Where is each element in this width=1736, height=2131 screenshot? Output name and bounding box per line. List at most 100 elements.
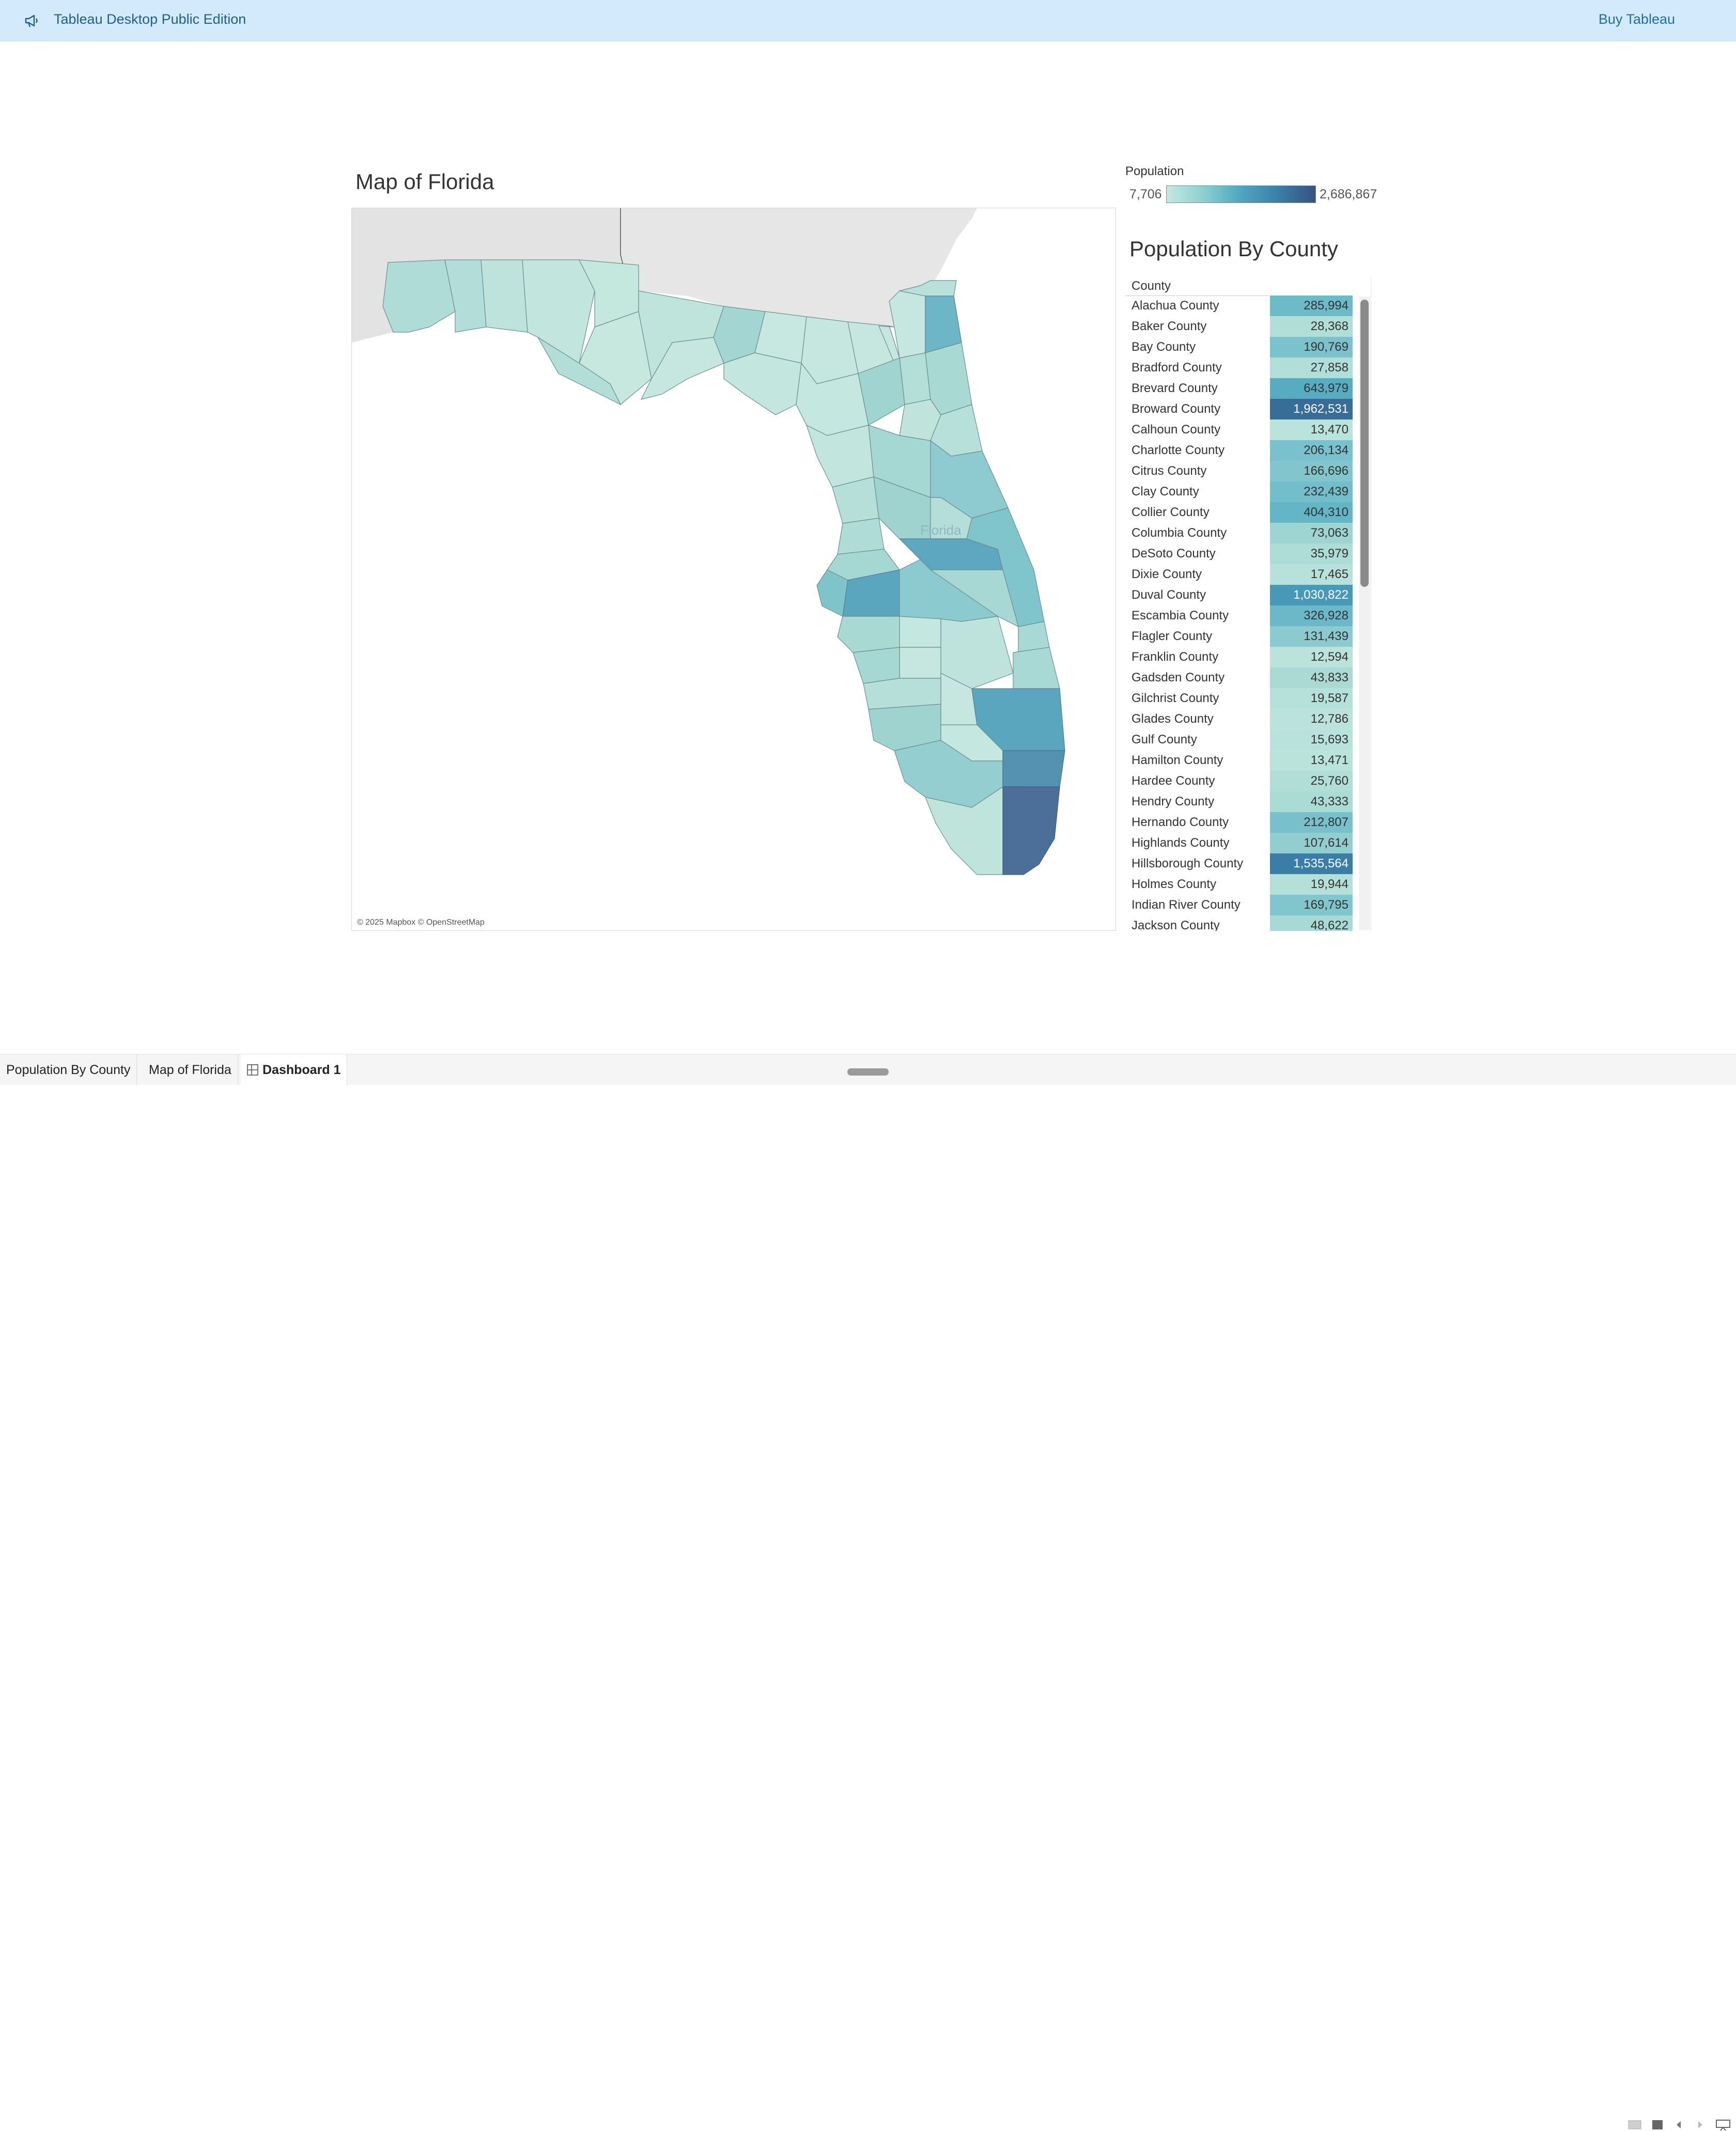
table-row[interactable]: Jackson County 48,622	[1125, 915, 1356, 931]
state-label: Florida	[920, 522, 962, 538]
population-value[interactable]: 35,979	[1270, 543, 1353, 564]
megaphone-icon[interactable]	[24, 12, 40, 29]
tab-map-of-florida[interactable]: Map of Florida	[143, 1054, 238, 1085]
population-value[interactable]: 285,994	[1270, 295, 1353, 316]
county-name: Gulf County	[1132, 733, 1197, 746]
county-name: Hardee County	[1132, 774, 1215, 788]
table-row[interactable]: Brevard County 643,979	[1125, 378, 1356, 399]
county-name: Alachua County	[1132, 299, 1219, 313]
table-row[interactable]: Franklin County 12,594	[1125, 647, 1356, 667]
population-value[interactable]: 232,439	[1270, 481, 1353, 502]
population-value[interactable]: 643,979	[1270, 378, 1353, 399]
county-name: Dixie County	[1132, 567, 1202, 581]
population-value[interactable]: 19,944	[1270, 874, 1353, 895]
broward-county	[1002, 750, 1065, 787]
table-row[interactable]: Escambia County 326,928	[1125, 605, 1356, 626]
population-value[interactable]: 28,368	[1270, 316, 1353, 337]
table-row[interactable]: Calhoun County 13,470	[1125, 419, 1356, 440]
table-row[interactable]: Bradford County 27,858	[1125, 357, 1356, 378]
population-value[interactable]: 27,858	[1270, 357, 1353, 378]
table-row[interactable]: Charlotte County 206,134	[1125, 440, 1356, 461]
county-name: Baker County	[1132, 319, 1207, 333]
header-divider	[1125, 295, 1269, 296]
county-name: Flagler County	[1132, 629, 1213, 643]
previous-sheet-icon[interactable]	[1674, 2119, 1683, 2131]
next-sheet-icon[interactable]	[1696, 2119, 1705, 2131]
presentation-mode-icon[interactable]	[1715, 2119, 1731, 2131]
population-value[interactable]: 15,693	[1270, 729, 1353, 750]
population-value[interactable]: 12,594	[1270, 647, 1353, 667]
population-value[interactable]: 43,833	[1270, 667, 1353, 688]
map-attribution[interactable]: © 2025 Mapbox © OpenStreetMap	[357, 918, 485, 927]
tab-population-by-county[interactable]: Population By County	[0, 1054, 137, 1085]
tab-view-grid-icon[interactable]	[1628, 2119, 1642, 2131]
population-value[interactable]: 206,134	[1270, 440, 1353, 461]
table-row[interactable]: Clay County 232,439	[1125, 481, 1356, 502]
table-row[interactable]: Columbia County 73,063	[1125, 523, 1356, 543]
population-value[interactable]: 166,696	[1270, 461, 1353, 481]
table-row[interactable]: Holmes County 19,944	[1125, 874, 1356, 895]
table-row[interactable]: Baker County 28,368	[1125, 316, 1356, 337]
table-row[interactable]: Glades County 12,786	[1125, 709, 1356, 729]
monroe-mainland	[925, 786, 1003, 875]
population-value[interactable]: 1,535,564	[1270, 853, 1353, 874]
buy-tableau-link[interactable]: Buy Tableau	[1598, 11, 1675, 27]
population-value[interactable]: 17,465	[1270, 564, 1353, 585]
population-value[interactable]: 131,439	[1270, 626, 1353, 647]
sarasota-county	[853, 647, 900, 684]
table-row[interactable]: Gilchrist County 19,587	[1125, 688, 1356, 709]
population-table[interactable]: County Alachua County 285,994 Baker County…	[1125, 277, 1371, 931]
table-title: Population By County	[1129, 237, 1338, 261]
population-value[interactable]: 19,587	[1270, 688, 1353, 709]
highlands-county	[940, 616, 1014, 689]
population-value[interactable]: 43,333	[1270, 791, 1353, 812]
table-row[interactable]: Gadsden County 43,833	[1125, 667, 1356, 688]
table-row[interactable]: Bay County 190,769	[1125, 337, 1356, 357]
table-row[interactable]: Highlands County 107,614	[1125, 833, 1356, 853]
table-row[interactable]: Citrus County 166,696	[1125, 461, 1356, 481]
florida-map[interactable]: Florida © 2025 Mapbox © OpenStreetMap	[351, 208, 1116, 931]
population-value[interactable]: 190,769	[1270, 337, 1353, 357]
table-row[interactable]: Hendry County 43,333	[1125, 791, 1356, 812]
legend-color-ramp[interactable]	[1166, 185, 1316, 203]
table-row[interactable]: Flagler County 131,439	[1125, 626, 1356, 647]
table-row[interactable]: Collier County 404,310	[1125, 502, 1356, 523]
population-value[interactable]: 12,786	[1270, 709, 1353, 729]
population-value[interactable]: 13,471	[1270, 750, 1353, 771]
county-name: Hernando County	[1132, 815, 1229, 829]
table-row[interactable]: Hardee County 25,760	[1125, 771, 1356, 791]
levy-county	[805, 424, 874, 488]
table-row[interactable]: Indian River County 169,795	[1125, 895, 1356, 915]
table-row[interactable]: Alachua County 285,994	[1125, 295, 1356, 316]
table-row[interactable]: Hamilton County 13,471	[1125, 750, 1356, 771]
county-name: Franklin County	[1132, 650, 1219, 664]
population-value[interactable]: 404,310	[1270, 502, 1353, 523]
tab-dashboard-1[interactable]: Dashboard 1	[241, 1054, 348, 1085]
population-value[interactable]: 25,760	[1270, 771, 1353, 791]
column-header-county[interactable]: County	[1132, 279, 1171, 293]
population-value[interactable]: 326,928	[1270, 605, 1353, 626]
table-row[interactable]: Broward County 1,962,531	[1125, 399, 1356, 419]
population-value[interactable]: 73,063	[1270, 523, 1353, 543]
tab-view-single-icon[interactable]	[1651, 2119, 1664, 2131]
county-name: Clay County	[1132, 485, 1199, 499]
population-value[interactable]: 107,614	[1270, 833, 1353, 853]
panhandle-escambia	[444, 259, 487, 333]
population-value[interactable]: 169,795	[1270, 895, 1353, 915]
panhandle-west	[382, 259, 456, 333]
table-row[interactable]: Dixie County 17,465	[1125, 564, 1356, 585]
population-value[interactable]: 13,470	[1270, 419, 1353, 440]
table-row[interactable]: DeSoto County 35,979	[1125, 543, 1356, 564]
table-row[interactable]: Duval County 1,030,822	[1125, 585, 1356, 605]
table-row[interactable]: Hernando County 212,807	[1125, 812, 1356, 833]
population-value[interactable]: 212,807	[1270, 812, 1353, 833]
scrollbar-thumb[interactable]	[1360, 300, 1369, 587]
tab-scroll-handle[interactable]	[847, 1068, 889, 1076]
population-value[interactable]: 1,962,531	[1270, 399, 1353, 419]
table-row[interactable]: Hillsborough County 1,535,564	[1125, 853, 1356, 874]
population-value[interactable]: 1,030,822	[1270, 585, 1353, 605]
table-row[interactable]: Gulf County 15,693	[1125, 729, 1356, 750]
north-central-2	[878, 325, 900, 364]
map-canvas	[352, 208, 1065, 875]
population-value[interactable]: 48,622	[1270, 915, 1353, 931]
